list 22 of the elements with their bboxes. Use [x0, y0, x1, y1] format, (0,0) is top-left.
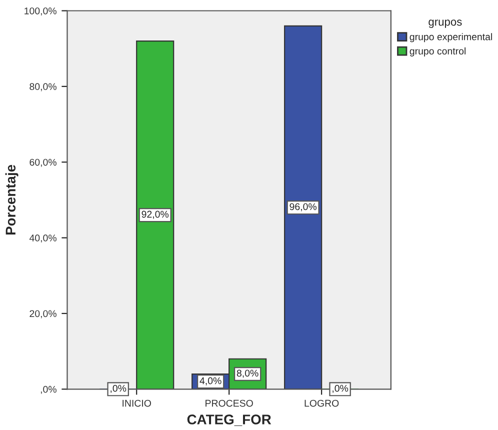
legend-label: grupo experimental [410, 33, 492, 42]
bar [284, 25, 322, 390]
data-label: ,0% [110, 384, 126, 393]
data-label: 4,0% [200, 377, 222, 386]
y-tick-label: 60,0% [30, 158, 56, 167]
data-label: 96,0% [290, 203, 317, 212]
x-tick-label: INICIO [122, 400, 151, 407]
x-axis-title: CATEG_FOR [187, 414, 272, 426]
legend-title: grupos [428, 20, 462, 28]
data-label: ,0% [332, 384, 348, 393]
y-tick-label: ,0% [40, 386, 56, 394]
bar [136, 40, 174, 390]
y-tick-label: 100,0% [24, 7, 56, 16]
y-tick-label: 20,0% [30, 310, 56, 318]
data-label: 92,0% [142, 210, 169, 219]
x-tick-label: PROCESO [206, 400, 253, 407]
y-axis-title: Porcentaje [5, 164, 18, 235]
data-label: 8,0% [236, 370, 258, 378]
legend-label: grupo control [410, 47, 466, 56]
y-tick-label: 80,0% [30, 83, 56, 92]
x-tick-label: LOGRO [304, 400, 339, 407]
y-tick-label: 40,0% [29, 234, 56, 243]
